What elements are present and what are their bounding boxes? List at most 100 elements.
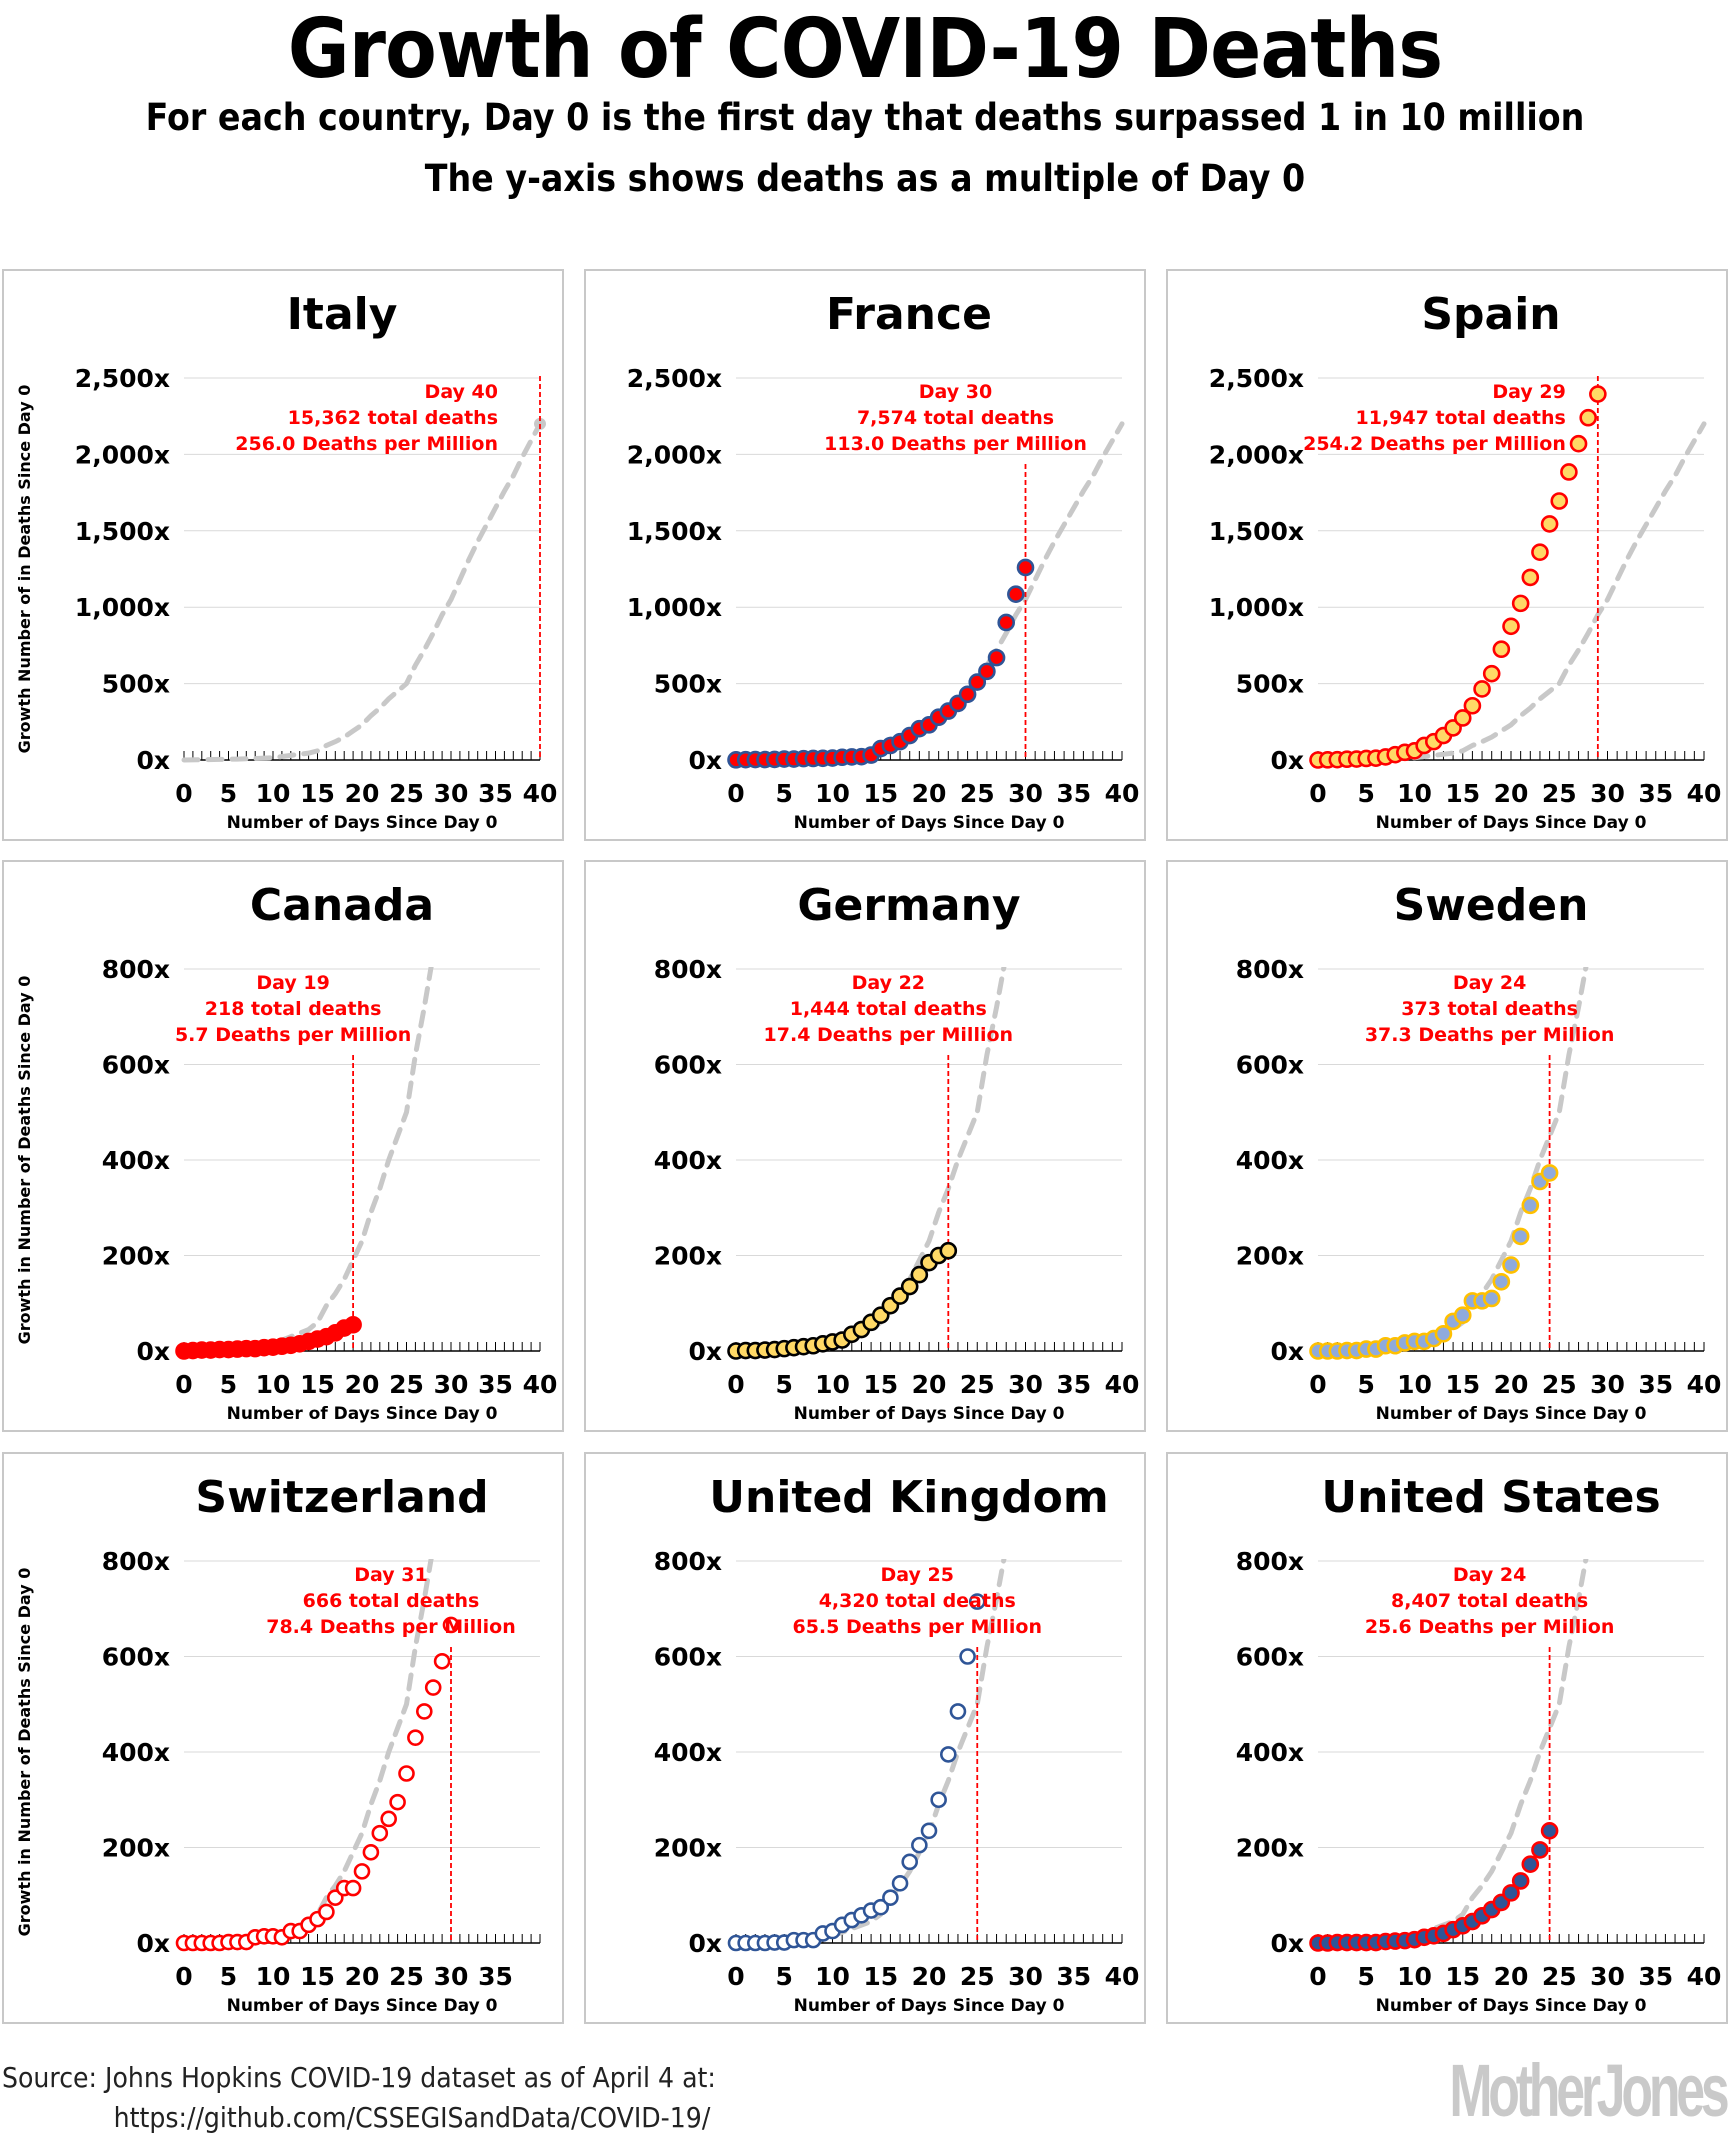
x-tick-label: 25 bbox=[960, 779, 995, 808]
y-tick-label: 400x bbox=[102, 1738, 170, 1767]
x-tick-label: 10 bbox=[256, 779, 291, 808]
chart-svg-united-kingdom: United Kingdom 0x 200x 400x 600x 800x 0 5 10 15 20… bbox=[654, 1472, 1140, 2016]
data-point bbox=[1453, 709, 1472, 727]
x-tick-label: 15 bbox=[1445, 1370, 1480, 1399]
y-tick-label: 2,500x bbox=[1209, 364, 1304, 393]
y-tick-label: 600x bbox=[654, 1051, 722, 1080]
data-point bbox=[407, 1729, 424, 1746]
data-point bbox=[891, 1875, 909, 1892]
data-point bbox=[1521, 1196, 1540, 1215]
x-tick-label: 30 bbox=[434, 779, 469, 808]
x-tick-label: 5 bbox=[220, 1962, 237, 1991]
chart-panel-sweden: Sweden 0x 200x 400x 600x 800x 0 5 10 15 20 25 30 35 40… bbox=[1166, 860, 1728, 1432]
data-point bbox=[318, 1903, 335, 1921]
data-point bbox=[1531, 543, 1549, 561]
x-tick-label: 30 bbox=[434, 1962, 469, 1991]
y-tick-label: 1,500x bbox=[627, 517, 722, 546]
chart-title: Switzerland bbox=[195, 1472, 488, 1523]
x-tick-label: 40 bbox=[1687, 1370, 1722, 1399]
x-tick-label: 35 bbox=[1056, 1962, 1091, 1991]
chart-panel-canada: Canada 0x 200x 400x 600x 800x 0 5 10 15 20 25 30 35 40… bbox=[2, 860, 564, 1432]
x-tick-label: 25 bbox=[960, 1370, 995, 1399]
data-point bbox=[344, 1315, 362, 1334]
chart-svg-germany: Germany 0x 200x 400x 600x 800x 0 5 10 15 20 25 30 35 4… bbox=[654, 880, 1140, 1424]
data-point bbox=[442, 1616, 460, 1634]
x-tick-label: 25 bbox=[389, 1962, 424, 1991]
data-point bbox=[872, 1898, 890, 1916]
y-tick-label: 200x bbox=[654, 1242, 722, 1271]
x-tick-label: 35 bbox=[478, 1370, 513, 1399]
data-point bbox=[959, 1648, 976, 1665]
chart-panel-france: France 0x 500x 1,000x 1,500x 2,000x 2,500x 0 5 10… bbox=[584, 269, 1146, 841]
reference-growth-line bbox=[181, 421, 543, 763]
annotation-deaths-per-million: 17.4 Deaths per Million bbox=[764, 1024, 1014, 1046]
data-point bbox=[415, 1703, 433, 1720]
annotation-day: Day 24 bbox=[1453, 1564, 1526, 1586]
source-url[interactable]: https://github.com/CSSEGISandData/COVID-… bbox=[113, 2101, 711, 2134]
annotation-day: Day 19 bbox=[256, 972, 329, 994]
x-tick-label: 15 bbox=[300, 779, 335, 808]
x-axis-title: Number of Days Since Day 0 bbox=[227, 813, 498, 833]
y-axis-title: Growth Number of in Deaths Since Day 0 bbox=[15, 385, 34, 754]
x-tick-label: 15 bbox=[1445, 1962, 1480, 1991]
x-tick-label: 30 bbox=[1590, 779, 1625, 808]
subtitle-day0-definition: For each country, Day 0 is the first day… bbox=[145, 96, 1585, 139]
reference-growth-line bbox=[733, 421, 1125, 763]
annotation-day: Day 30 bbox=[919, 381, 992, 403]
chart-title: Italy bbox=[287, 289, 398, 340]
data-point bbox=[1453, 1306, 1472, 1324]
x-tick-label: 10 bbox=[815, 779, 850, 808]
x-tick-label: 40 bbox=[1105, 1370, 1140, 1399]
x-tick-label: 25 bbox=[389, 779, 424, 808]
data-point bbox=[1540, 1821, 1559, 1840]
x-tick-label: 20 bbox=[345, 779, 380, 808]
annotation-deaths-per-million: 254.2 Deaths per Million bbox=[1303, 433, 1566, 455]
reference-growth-line bbox=[733, 1559, 1007, 1946]
x-tick-label: 0 bbox=[727, 1370, 744, 1399]
x-tick-label: 20 bbox=[345, 1370, 380, 1399]
y-tick-label: 2,500x bbox=[75, 364, 170, 393]
data-point bbox=[353, 1863, 371, 1880]
y-tick-label: 800x bbox=[102, 955, 170, 984]
y-tick-label: 800x bbox=[1236, 1547, 1304, 1576]
chart-title: France bbox=[826, 289, 992, 340]
data-point bbox=[1540, 515, 1559, 533]
data-point bbox=[987, 648, 1006, 667]
data-point bbox=[911, 1836, 928, 1854]
x-tick-label: 0 bbox=[175, 1962, 192, 1991]
data-point bbox=[1473, 680, 1491, 698]
x-tick-label: 35 bbox=[1638, 1962, 1673, 1991]
data-point bbox=[1521, 568, 1540, 587]
x-tick-label: 10 bbox=[1397, 1370, 1432, 1399]
chart-title: Sweden bbox=[1394, 880, 1589, 931]
data-point bbox=[910, 1265, 929, 1284]
x-tick-label: 20 bbox=[912, 1962, 947, 1991]
x-tick-label: 30 bbox=[1008, 779, 1043, 808]
annotation-day: Day 31 bbox=[354, 1564, 427, 1586]
x-tick-label: 40 bbox=[523, 1370, 558, 1399]
data-point bbox=[1502, 1256, 1520, 1274]
annotation-total-deaths: 8,407 total deaths bbox=[1391, 1590, 1588, 1612]
data-point bbox=[949, 1703, 967, 1720]
x-tick-label: 35 bbox=[1638, 779, 1673, 808]
data-point bbox=[1579, 408, 1598, 427]
reference-growth-line bbox=[733, 967, 1007, 1354]
y-tick-label: 400x bbox=[1236, 1738, 1304, 1767]
x-tick-label: 0 bbox=[727, 1962, 744, 1991]
x-tick-label: 0 bbox=[1309, 1370, 1326, 1399]
x-tick-label: 40 bbox=[1105, 1962, 1140, 1991]
y-tick-label: 0x bbox=[1270, 746, 1304, 775]
data-point bbox=[1492, 640, 1511, 659]
x-tick-label: 35 bbox=[1056, 779, 1091, 808]
data-point bbox=[1511, 1872, 1530, 1890]
y-tick-label: 0x bbox=[1270, 1929, 1304, 1958]
x-tick-label: 25 bbox=[1542, 1962, 1577, 1991]
x-tick-label: 35 bbox=[1638, 1370, 1673, 1399]
x-tick-label: 15 bbox=[300, 1962, 335, 1991]
annotation-deaths-per-million: 37.3 Deaths per Million bbox=[1365, 1024, 1615, 1046]
x-tick-label: 5 bbox=[776, 1370, 793, 1399]
x-tick-label: 5 bbox=[220, 779, 237, 808]
data-point bbox=[1531, 1841, 1549, 1859]
x-axis-title: Number of Days Since Day 0 bbox=[1376, 813, 1647, 833]
x-tick-label: 0 bbox=[175, 1370, 192, 1399]
